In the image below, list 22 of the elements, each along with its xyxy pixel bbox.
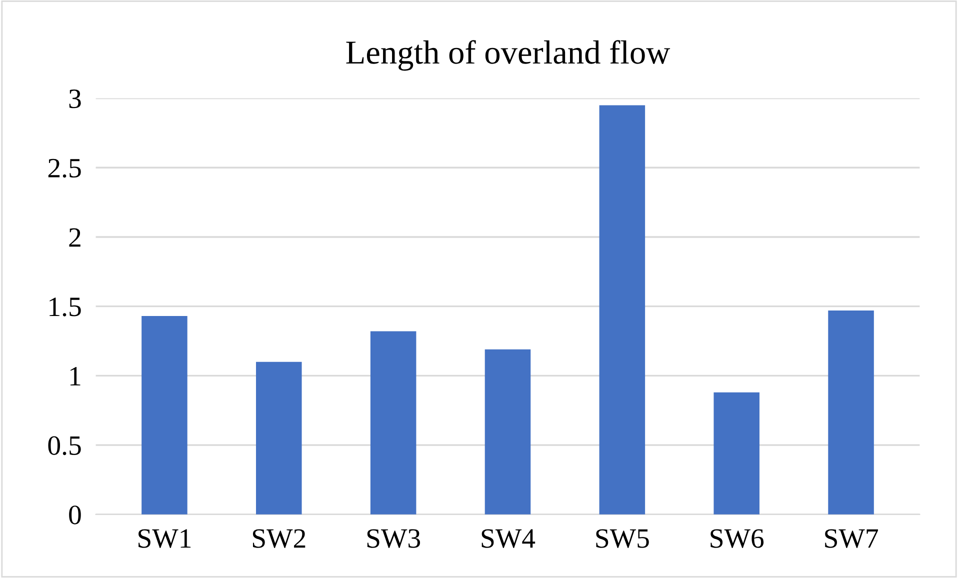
x-tick-label: SW1 xyxy=(138,529,191,548)
bar xyxy=(256,362,302,514)
x-tick-label: SW4 xyxy=(482,529,536,548)
bar xyxy=(599,105,646,514)
y-tick-label: 0 xyxy=(69,506,81,524)
x-tick-label: SW3 xyxy=(367,529,420,548)
y-tick-label: 3 xyxy=(69,90,81,108)
bar xyxy=(828,310,874,514)
y-tick-label: 2.5 xyxy=(48,158,81,178)
bar xyxy=(142,316,188,514)
x-tick-label: SW5 xyxy=(596,529,649,548)
bar xyxy=(370,331,416,514)
y-tick-label: 2 xyxy=(69,228,80,247)
x-tick-label: SW6 xyxy=(710,529,764,548)
chart-title: Length of overland flow xyxy=(346,40,670,71)
bar xyxy=(484,349,531,514)
bar xyxy=(714,392,760,514)
x-tick-label: SW2 xyxy=(252,529,306,548)
y-tick-label: 0.5 xyxy=(48,436,81,456)
y-tick-label: 1.5 xyxy=(50,298,81,316)
x-tick-label: SW7 xyxy=(825,529,878,548)
y-tick-label: 1 xyxy=(70,367,80,386)
